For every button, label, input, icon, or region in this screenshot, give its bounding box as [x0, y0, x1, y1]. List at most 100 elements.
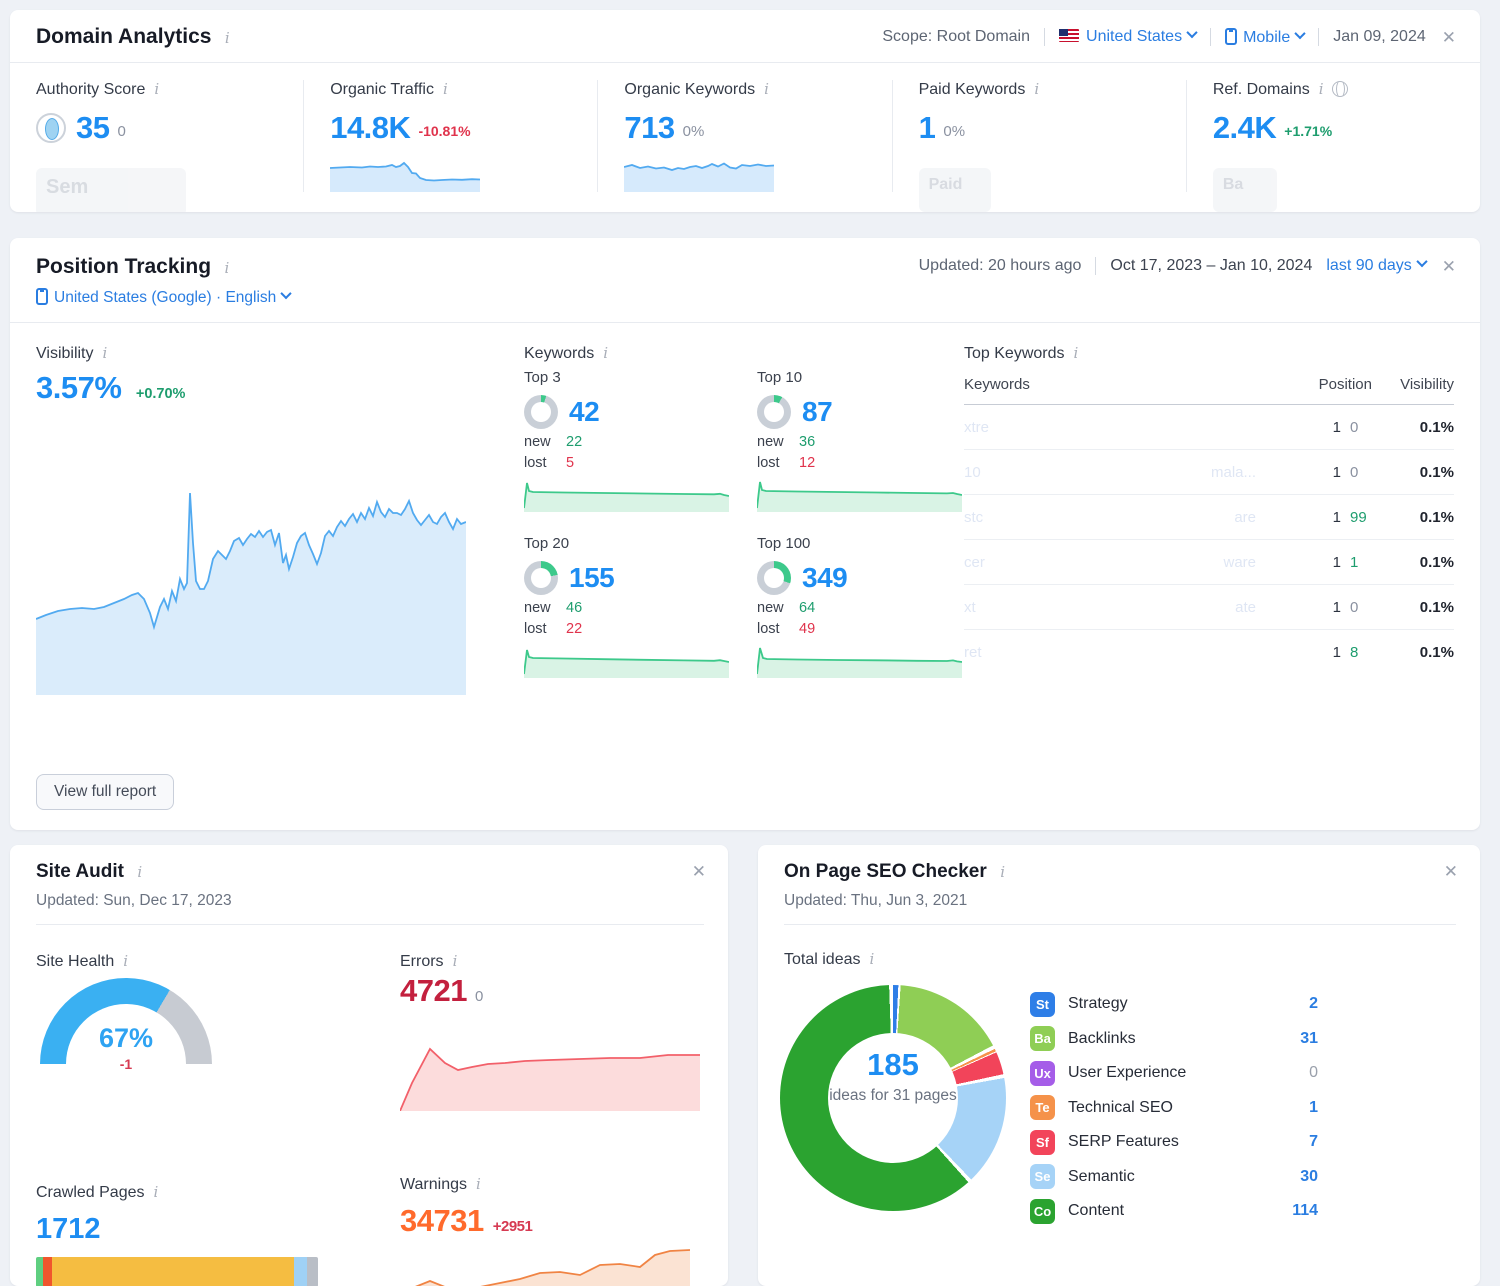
- legend-item[interactable]: UxUser Experience0: [1030, 1056, 1318, 1091]
- visibility-change: +0.70%: [136, 386, 186, 402]
- metric-organic-keywords: Organic Keywordsi 713 0%: [597, 80, 891, 192]
- redacted-watermark: Sem: [36, 168, 186, 212]
- site-health-percent: 67%: [40, 1023, 212, 1054]
- bar-segment: [36, 1257, 43, 1286]
- crawled-pages-stacked-bar: [36, 1257, 318, 1286]
- country-selector[interactable]: United States: [1059, 28, 1196, 46]
- total-ideas-caption: ideas for 31 pages: [828, 1086, 958, 1107]
- seo-checker-panel: On Page SEO Checker i ✕ Updated: Thu, Ju…: [758, 845, 1480, 1286]
- info-icon[interactable]: i: [137, 863, 142, 881]
- info-icon[interactable]: i: [123, 952, 128, 970]
- domain-metrics-row: Authority Scorei 35 0 Sem Organic Traffi…: [10, 63, 1480, 192]
- bar-segment: [307, 1257, 318, 1286]
- info-icon[interactable]: i: [225, 259, 230, 277]
- scope-label: Scope: Root Domain: [882, 28, 1030, 46]
- globe-icon[interactable]: [1332, 81, 1348, 97]
- redacted-watermark: Ba: [1213, 168, 1277, 212]
- keyword-ring-chart: [524, 395, 558, 429]
- view-full-report-button[interactable]: View full report: [36, 774, 174, 810]
- strategy-badge-icon: St: [1030, 992, 1055, 1017]
- info-icon[interactable]: i: [154, 1183, 159, 1201]
- info-icon[interactable]: i: [1319, 80, 1324, 98]
- keyword-sparkline: [757, 478, 962, 512]
- info-icon[interactable]: i: [764, 80, 769, 98]
- table-row[interactable]: stcare 199 0.1%: [964, 495, 1454, 540]
- metric-paid-keywords: Paid Keywordsi 1 0% Paid: [892, 80, 1186, 192]
- close-icon[interactable]: ✕: [1444, 863, 1458, 880]
- info-icon[interactable]: i: [443, 80, 448, 98]
- table-row[interactable]: ret 18 0.1%: [964, 630, 1454, 675]
- divider: [1044, 28, 1045, 46]
- info-icon[interactable]: i: [103, 344, 108, 362]
- metric-authority-score: Authority Scorei 35 0 Sem: [10, 80, 303, 192]
- legend-item[interactable]: StStrategy2: [1030, 987, 1318, 1022]
- seo-checker-updated: Updated: Thu, Jun 3, 2021: [784, 892, 1456, 925]
- site-audit-panel: Site Audit i ✕ Updated: Sun, Dec 17, 202…: [10, 845, 728, 1286]
- user-experience-badge-icon: Ux: [1030, 1061, 1055, 1086]
- ideas-legend: StStrategy2 BaBacklinks31 UxUser Experie…: [1030, 987, 1318, 1229]
- metric-value: 2.4K: [1213, 110, 1276, 146]
- errors-value: 4721: [400, 973, 467, 1008]
- domain-analytics-title-row: Domain Analytics i: [36, 25, 230, 49]
- device-selector[interactable]: Mobile: [1225, 28, 1304, 47]
- site-health-change: -1: [40, 1056, 212, 1072]
- domain-analytics-controls: Scope: Root Domain United States Mobile …: [882, 28, 1456, 47]
- period-selector[interactable]: last 90 days: [1326, 257, 1425, 275]
- organic-traffic-sparkline: [330, 154, 480, 192]
- backlinks-badge-icon: Ba: [1030, 1026, 1055, 1051]
- table-header: Keywords Position Visibility: [964, 376, 1454, 405]
- legend-item[interactable]: TeTechnical SEO1: [1030, 1091, 1318, 1126]
- redacted-watermark: Paid: [919, 168, 991, 212]
- chevron-down-icon: [1186, 27, 1197, 38]
- date-range-label: Oct 17, 2023 – Jan 10, 2024: [1110, 257, 1312, 275]
- divider: [1210, 28, 1211, 46]
- keyword-ring-chart: [757, 395, 791, 429]
- date-label: Jan 09, 2024: [1333, 28, 1426, 46]
- warnings-change: +2951: [493, 1218, 533, 1235]
- close-icon[interactable]: ✕: [692, 863, 706, 880]
- info-icon[interactable]: i: [476, 1175, 481, 1193]
- top-keywords-table: Keywords Position Visibility xtre 10 0.1…: [964, 376, 1454, 675]
- legend-item[interactable]: BaBacklinks31: [1030, 1022, 1318, 1057]
- bar-segment: [294, 1257, 307, 1286]
- legend-item[interactable]: CoContent114: [1030, 1194, 1318, 1229]
- keyword-group-top3: Top 3 42 new22 lost5: [524, 369, 729, 512]
- metric-value: 713: [624, 110, 674, 146]
- campaign-selector[interactable]: United States (Google) · English: [36, 288, 1456, 307]
- crawled-pages-value: 1712: [36, 1213, 101, 1246]
- mobile-icon: [1225, 28, 1237, 45]
- table-row[interactable]: 10mala... 10 0.1%: [964, 450, 1454, 495]
- warnings-area-chart: [400, 1247, 690, 1286]
- info-icon[interactable]: i: [453, 952, 458, 970]
- close-icon[interactable]: ✕: [1442, 29, 1456, 46]
- dashboard-page: Domain Analytics i Scope: Root Domain Un…: [0, 0, 1500, 1286]
- info-icon[interactable]: i: [1074, 344, 1079, 362]
- info-icon[interactable]: i: [225, 29, 230, 47]
- info-icon[interactable]: i: [870, 950, 875, 968]
- divider: [1095, 257, 1096, 275]
- info-icon[interactable]: i: [154, 80, 159, 98]
- position-tracking-title: Position Tracking: [36, 255, 211, 278]
- metric-value: 1: [919, 110, 936, 146]
- bar-segment: [52, 1257, 295, 1286]
- serp-features-badge-icon: Sf: [1030, 1130, 1055, 1155]
- content-badge-icon: Co: [1030, 1199, 1055, 1224]
- keyword-group-top10: Top 10 87 new36 lost12: [757, 369, 962, 512]
- visibility-section: Visibilityi 3.57% +0.70%: [36, 344, 472, 695]
- close-icon[interactable]: ✕: [1442, 258, 1456, 275]
- metric-ref-domains: Ref. Domainsi 2.4K +1.71% Ba: [1186, 80, 1480, 192]
- chevron-down-icon: [1295, 27, 1306, 38]
- info-icon[interactable]: i: [1000, 863, 1005, 881]
- seo-checker-title: On Page SEO Checker: [784, 861, 987, 882]
- table-row[interactable]: xtre 10 0.1%: [964, 405, 1454, 450]
- legend-item[interactable]: SeSemantic30: [1030, 1160, 1318, 1195]
- table-row[interactable]: xtate 10 0.1%: [964, 585, 1454, 630]
- domain-analytics-title: Domain Analytics: [36, 25, 211, 48]
- table-row[interactable]: cerware 11 0.1%: [964, 540, 1454, 585]
- updated-label: Updated: 20 hours ago: [919, 257, 1082, 275]
- divider: [1318, 28, 1319, 46]
- site-audit-title: Site Audit: [36, 861, 124, 882]
- info-icon[interactable]: i: [603, 344, 608, 362]
- legend-item[interactable]: SfSERP Features7: [1030, 1125, 1318, 1160]
- info-icon[interactable]: i: [1034, 80, 1039, 98]
